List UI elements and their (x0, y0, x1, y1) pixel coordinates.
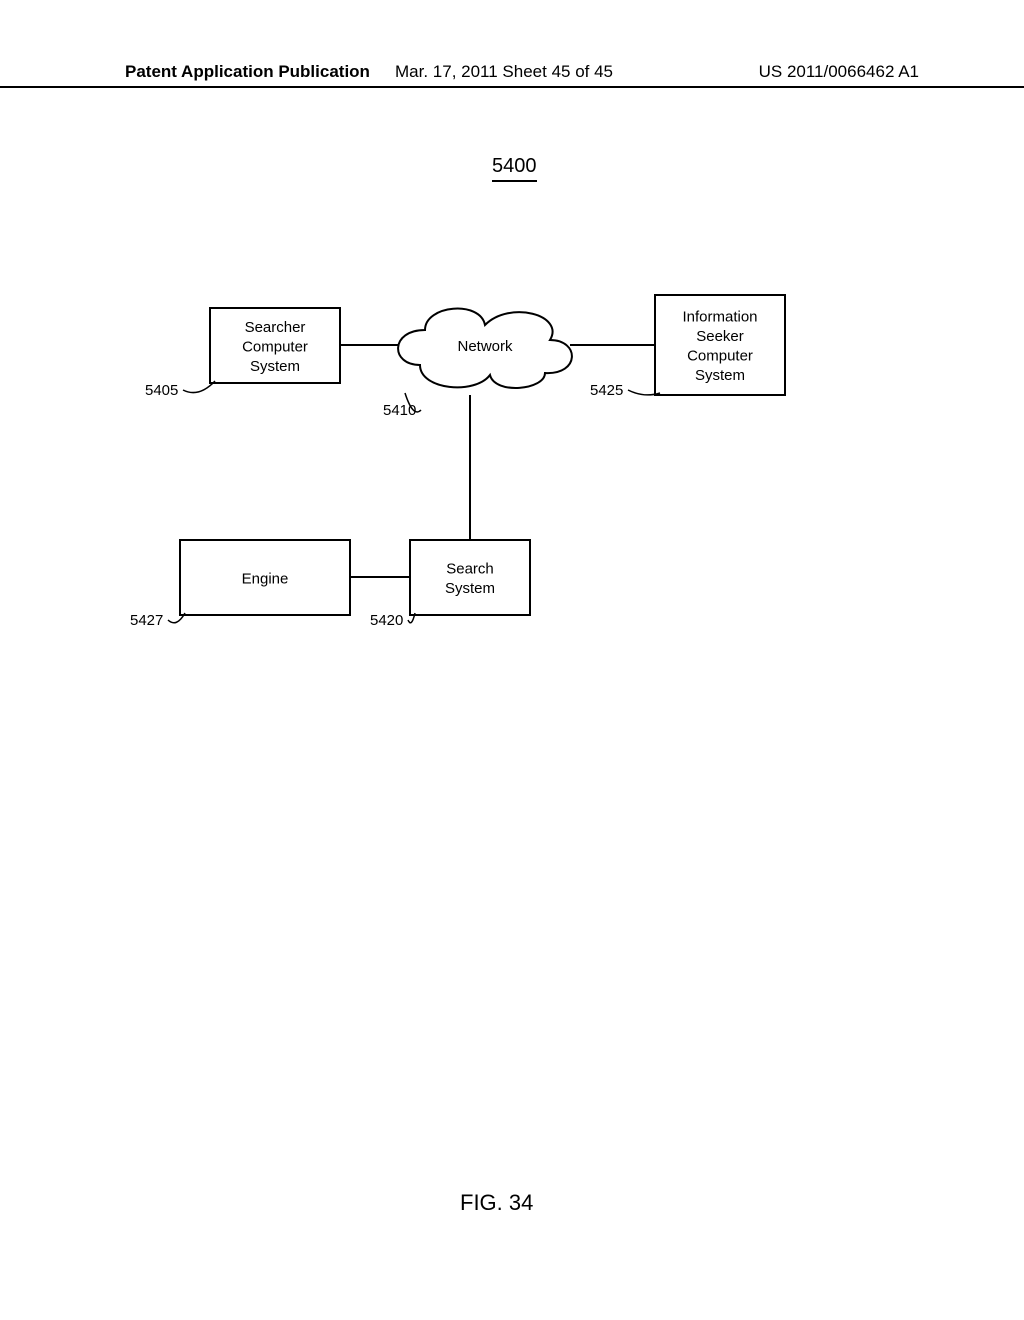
svg-text:Computer: Computer (242, 338, 308, 355)
svg-text:5420: 5420 (370, 612, 403, 629)
svg-text:System: System (250, 358, 300, 375)
header-pub-number: US 2011/0066462 A1 (759, 62, 919, 82)
svg-text:5410: 5410 (383, 402, 416, 419)
svg-text:Searcher: Searcher (245, 319, 306, 336)
svg-text:Information: Information (682, 309, 757, 326)
header-date-sheet: Mar. 17, 2011 Sheet 45 of 45 (395, 62, 613, 82)
header-publication: Patent Application Publication (125, 62, 370, 82)
page-header: Patent Application Publication Mar. 17, … (0, 82, 1024, 88)
svg-text:Search: Search (446, 561, 494, 578)
diagram-svg: Searcher Computer System 5405 Network 5410 Inf… (0, 280, 1024, 780)
figure-caption: FIG. 34 (460, 1190, 533, 1216)
svg-text:Seeker: Seeker (696, 328, 744, 345)
svg-text:Network: Network (457, 338, 513, 355)
figure-number: 5400 (492, 155, 537, 182)
svg-text:Engine: Engine (242, 570, 289, 587)
svg-text:5405: 5405 (145, 382, 178, 399)
svg-text:5425: 5425 (590, 382, 623, 399)
svg-text:5427: 5427 (130, 612, 163, 629)
svg-text:Computer: Computer (687, 348, 753, 365)
svg-text:System: System (695, 367, 745, 384)
svg-text:System: System (445, 580, 495, 597)
system-diagram: Searcher Computer System 5405 Network 5410 Inf… (0, 280, 1024, 780)
